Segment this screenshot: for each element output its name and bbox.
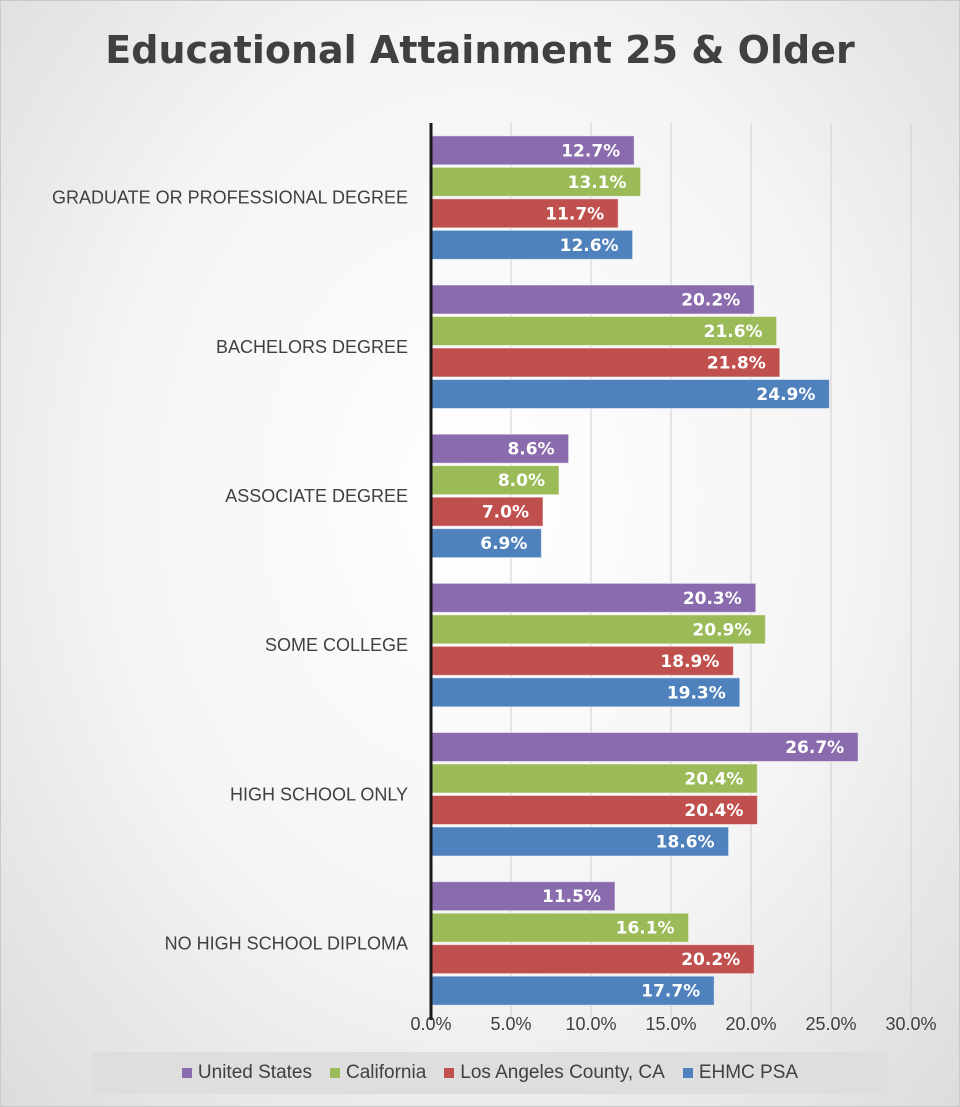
legend-swatch — [330, 1068, 340, 1078]
bar — [430, 826, 730, 857]
bar — [430, 465, 560, 496]
bar — [430, 433, 570, 464]
legend-item: California — [330, 1062, 426, 1084]
bar — [430, 284, 755, 315]
legend: United States California Los Angeles Count… — [92, 1052, 888, 1094]
bar — [430, 316, 778, 346]
data-label: 20.2% — [681, 291, 740, 311]
bar — [430, 912, 690, 943]
bar — [430, 677, 741, 708]
data-label: 18.9% — [660, 652, 719, 672]
labels: 0.0% 5.0% 10.0% 15.0% 20.0% 25.0% 30.0% GRADUAT… — [52, 141, 937, 1034]
bar — [430, 229, 634, 260]
data-label: 12.6% — [560, 236, 619, 256]
data-label: 24.9% — [756, 385, 815, 405]
data-label: 18.6% — [656, 833, 715, 853]
data-label: 21.6% — [704, 322, 763, 342]
bar — [430, 347, 781, 378]
category-label: BACHELORS DEGREE — [216, 337, 408, 357]
data-label: 20.4% — [684, 801, 743, 821]
legend-item: Los Angeles County, CA — [444, 1062, 665, 1084]
x-tick-label: 10.0% — [565, 1014, 616, 1034]
legend-label: California — [346, 1062, 427, 1083]
data-label: 11.7% — [545, 204, 604, 224]
legend-item: United States — [181, 1062, 312, 1084]
x-tick-label: 20.0% — [725, 1014, 776, 1034]
bar — [430, 645, 734, 676]
bar — [430, 496, 544, 527]
gridlines — [510, 123, 912, 1018]
x-tick-label: 30.0% — [885, 1014, 936, 1034]
bar — [430, 975, 715, 1006]
data-label: 8.6% — [507, 440, 554, 460]
legend-swatch — [181, 1068, 192, 1078]
data-label: 26.7% — [785, 738, 844, 758]
bar-chart: 0.0% 5.0% 10.0% 15.0% 20.0% 25.0% 30.0% GRADUAT… — [52, 123, 937, 1034]
data-label: 11.5% — [542, 887, 601, 907]
bars — [430, 135, 859, 1006]
bar — [430, 763, 758, 794]
x-tick-label: 0.0% — [410, 1014, 451, 1034]
chart-title: Educational Attainment 25 & Older — [105, 28, 855, 72]
data-label: 20.2% — [681, 950, 740, 970]
data-label: 20.3% — [683, 589, 742, 609]
bar — [430, 582, 757, 613]
x-tick-label: 15.0% — [645, 1014, 696, 1034]
bar — [430, 614, 766, 645]
data-label: 20.4% — [684, 770, 743, 790]
x-tick-label: 25.0% — [805, 1014, 856, 1034]
legend-label: United States — [197, 1062, 312, 1083]
bar — [430, 166, 642, 197]
data-label: 17.7% — [641, 982, 700, 1002]
data-label: 16.1% — [616, 919, 675, 939]
legend-label: EHMC PSA — [698, 1062, 799, 1083]
legend-swatch — [682, 1068, 693, 1078]
category-label: HIGH SCHOOL ONLY — [230, 784, 408, 804]
data-label: 12.7% — [561, 141, 620, 161]
data-label: 7.0% — [482, 503, 529, 523]
data-label: 20.9% — [692, 620, 751, 640]
bar — [430, 795, 758, 825]
bar — [430, 732, 859, 762]
category-label: ASSOCIATE DEGREE — [225, 486, 408, 506]
category-label: GRADUATE OR PROFESSIONAL DEGREE — [52, 188, 408, 208]
category-label: SOME COLLEGE — [265, 635, 408, 655]
bar — [430, 198, 619, 229]
data-label: 19.3% — [667, 683, 726, 703]
legend-label: Los Angeles County, CA — [460, 1062, 665, 1083]
data-label: 13.1% — [568, 173, 627, 193]
x-tick-label: 5.0% — [490, 1014, 531, 1034]
category-label: NO HIGH SCHOOL DIPLOMA — [165, 933, 408, 953]
data-label: 8.0% — [498, 471, 545, 491]
data-label: 6.9% — [480, 534, 527, 554]
data-label: 21.8% — [707, 354, 766, 374]
legend-swatch — [444, 1068, 455, 1078]
legend-item: EHMC PSA — [682, 1062, 799, 1084]
